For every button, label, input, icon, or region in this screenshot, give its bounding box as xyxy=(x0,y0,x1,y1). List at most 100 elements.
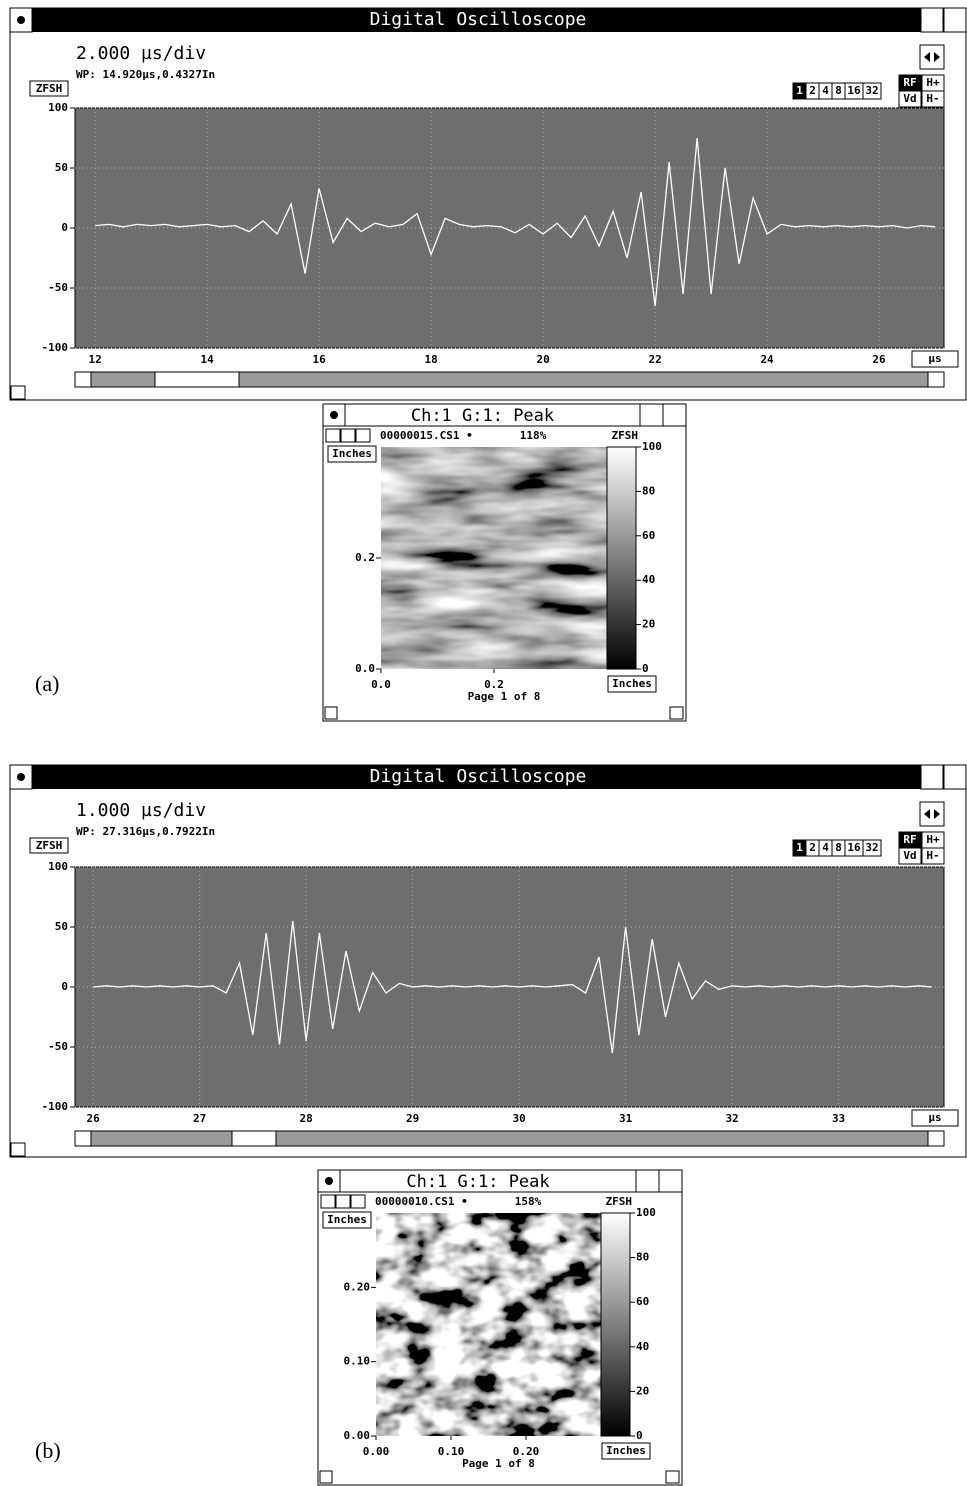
menu-icon xyxy=(325,1177,333,1185)
scroll-thumb[interactable] xyxy=(154,371,240,388)
y-tick-label: 0.00 xyxy=(344,1429,371,1442)
colorbar-tick-label: 60 xyxy=(642,529,655,542)
timebase: 2.000 µs/div xyxy=(76,43,206,64)
y-unit-box[interactable] xyxy=(327,445,377,463)
minimize-button[interactable] xyxy=(639,403,664,427)
mode-button-label: H+ xyxy=(926,76,940,89)
zoom-button[interactable] xyxy=(862,839,882,857)
y-tick-label: -50 xyxy=(48,281,68,294)
y-tick-label: 0.0 xyxy=(355,662,375,675)
tool-button[interactable] xyxy=(350,1194,366,1209)
zoom-button-label: 2 xyxy=(809,84,816,97)
scroll-right[interactable] xyxy=(927,1130,945,1147)
mode-button-label: Vd xyxy=(903,92,916,105)
y-unit: Inches xyxy=(332,447,372,460)
menu-icon xyxy=(17,16,25,24)
scroll-thumb[interactable] xyxy=(231,1130,277,1147)
cscan-image xyxy=(381,447,607,669)
zoom-button-label: 1 xyxy=(796,84,803,97)
camera-button[interactable] xyxy=(10,1142,26,1157)
mode-button-label: H- xyxy=(926,92,939,105)
maximize-button[interactable] xyxy=(662,403,687,427)
x-unit: µs xyxy=(928,352,941,365)
file-name: 00000010.CS1 • xyxy=(375,1195,468,1208)
scroll-left[interactable] xyxy=(74,371,92,388)
colorbar-tick-label: 80 xyxy=(636,1251,649,1264)
tool-button[interactable] xyxy=(340,428,356,443)
colorbar-tick-label: 0 xyxy=(636,1429,643,1442)
resize-button[interactable] xyxy=(665,1470,680,1484)
zoom-button-label: 1 xyxy=(796,841,803,854)
menu-icon xyxy=(17,773,25,781)
tool-button[interactable] xyxy=(355,428,371,443)
y-tick-label: 100 xyxy=(48,101,68,114)
cscan-image xyxy=(376,1213,601,1436)
scroll-left[interactable] xyxy=(74,1130,92,1147)
waveform xyxy=(95,137,936,307)
scale-button[interactable] xyxy=(29,837,69,854)
zoom-button-label: 8 xyxy=(835,84,842,97)
expand-icon xyxy=(924,52,940,62)
unit-button[interactable] xyxy=(911,350,959,368)
resize-button[interactable] xyxy=(669,706,684,720)
y-unit-box[interactable] xyxy=(322,1211,372,1229)
y-tick-label: 50 xyxy=(55,161,68,174)
zoom-button-label: 8 xyxy=(835,841,842,854)
mode-button-label: RF xyxy=(903,833,916,846)
zoom-button[interactable] xyxy=(862,82,882,100)
tool-button[interactable] xyxy=(335,1194,351,1209)
tool-button[interactable] xyxy=(320,1194,336,1209)
y-tick-label: 0.10 xyxy=(344,1355,371,1368)
mode-button[interactable] xyxy=(921,847,945,865)
x-tick-label: 26 xyxy=(86,1112,100,1125)
page-indicator: Page 1 of 8 xyxy=(468,690,541,703)
minimize-button[interactable] xyxy=(920,7,944,33)
scrollbar[interactable] xyxy=(74,1130,945,1147)
file-name: 00000015.CS1 • xyxy=(380,429,473,442)
colorbar-tick-label: 100 xyxy=(642,440,662,453)
close-button[interactable] xyxy=(324,706,338,720)
scale-button-label: ZFSH xyxy=(36,839,63,852)
x-tick-label: 24 xyxy=(760,353,774,366)
mode-button-label: H- xyxy=(926,849,939,862)
mode-button[interactable] xyxy=(921,90,945,108)
menu-icon xyxy=(330,411,338,419)
expand-button[interactable] xyxy=(919,801,945,827)
y-tick-label: -50 xyxy=(48,1040,68,1053)
x-tick-label: 0.20 xyxy=(513,1445,540,1458)
timebase: 1.000 µs/div xyxy=(76,800,206,821)
colorbar-tick-label: 0 xyxy=(642,662,649,675)
minimize-button[interactable] xyxy=(920,764,944,790)
x-unit-box[interactable] xyxy=(607,675,657,693)
maximize-button[interactable] xyxy=(943,7,967,33)
mode-button[interactable] xyxy=(898,847,922,865)
waveform xyxy=(93,920,932,1054)
zoom-button-label: 4 xyxy=(822,841,829,854)
x-tick-label: 22 xyxy=(648,353,661,366)
maximize-button[interactable] xyxy=(658,1169,683,1193)
maximize-button[interactable] xyxy=(943,764,967,790)
x-unit-box[interactable] xyxy=(601,1442,651,1460)
scale-button-label: ZFSH xyxy=(36,82,63,95)
minimize-button[interactable] xyxy=(635,1169,660,1193)
scroll-right[interactable] xyxy=(927,371,945,388)
x-tick-label: 0.10 xyxy=(438,1445,465,1458)
gain: 158% xyxy=(515,1195,542,1208)
mode-button[interactable] xyxy=(898,90,922,108)
close-button[interactable] xyxy=(319,1470,333,1484)
scale-mode: ZFSH xyxy=(612,429,639,442)
x-unit: Inches xyxy=(606,1444,646,1457)
y-tick-label: 0 xyxy=(61,221,68,234)
unit-button[interactable] xyxy=(911,1109,959,1127)
colorbar-tick-label: 20 xyxy=(636,1384,649,1397)
x-tick-label: 20 xyxy=(536,353,549,366)
x-tick-label: 30 xyxy=(512,1112,525,1125)
plot-area xyxy=(74,107,945,349)
scale-button[interactable] xyxy=(29,80,69,97)
tool-button[interactable] xyxy=(325,428,341,443)
window-title: Digital Oscilloscope xyxy=(370,766,587,787)
expand-button[interactable] xyxy=(919,44,945,70)
camera-button[interactable] xyxy=(10,385,26,400)
x-unit: Inches xyxy=(612,677,652,690)
